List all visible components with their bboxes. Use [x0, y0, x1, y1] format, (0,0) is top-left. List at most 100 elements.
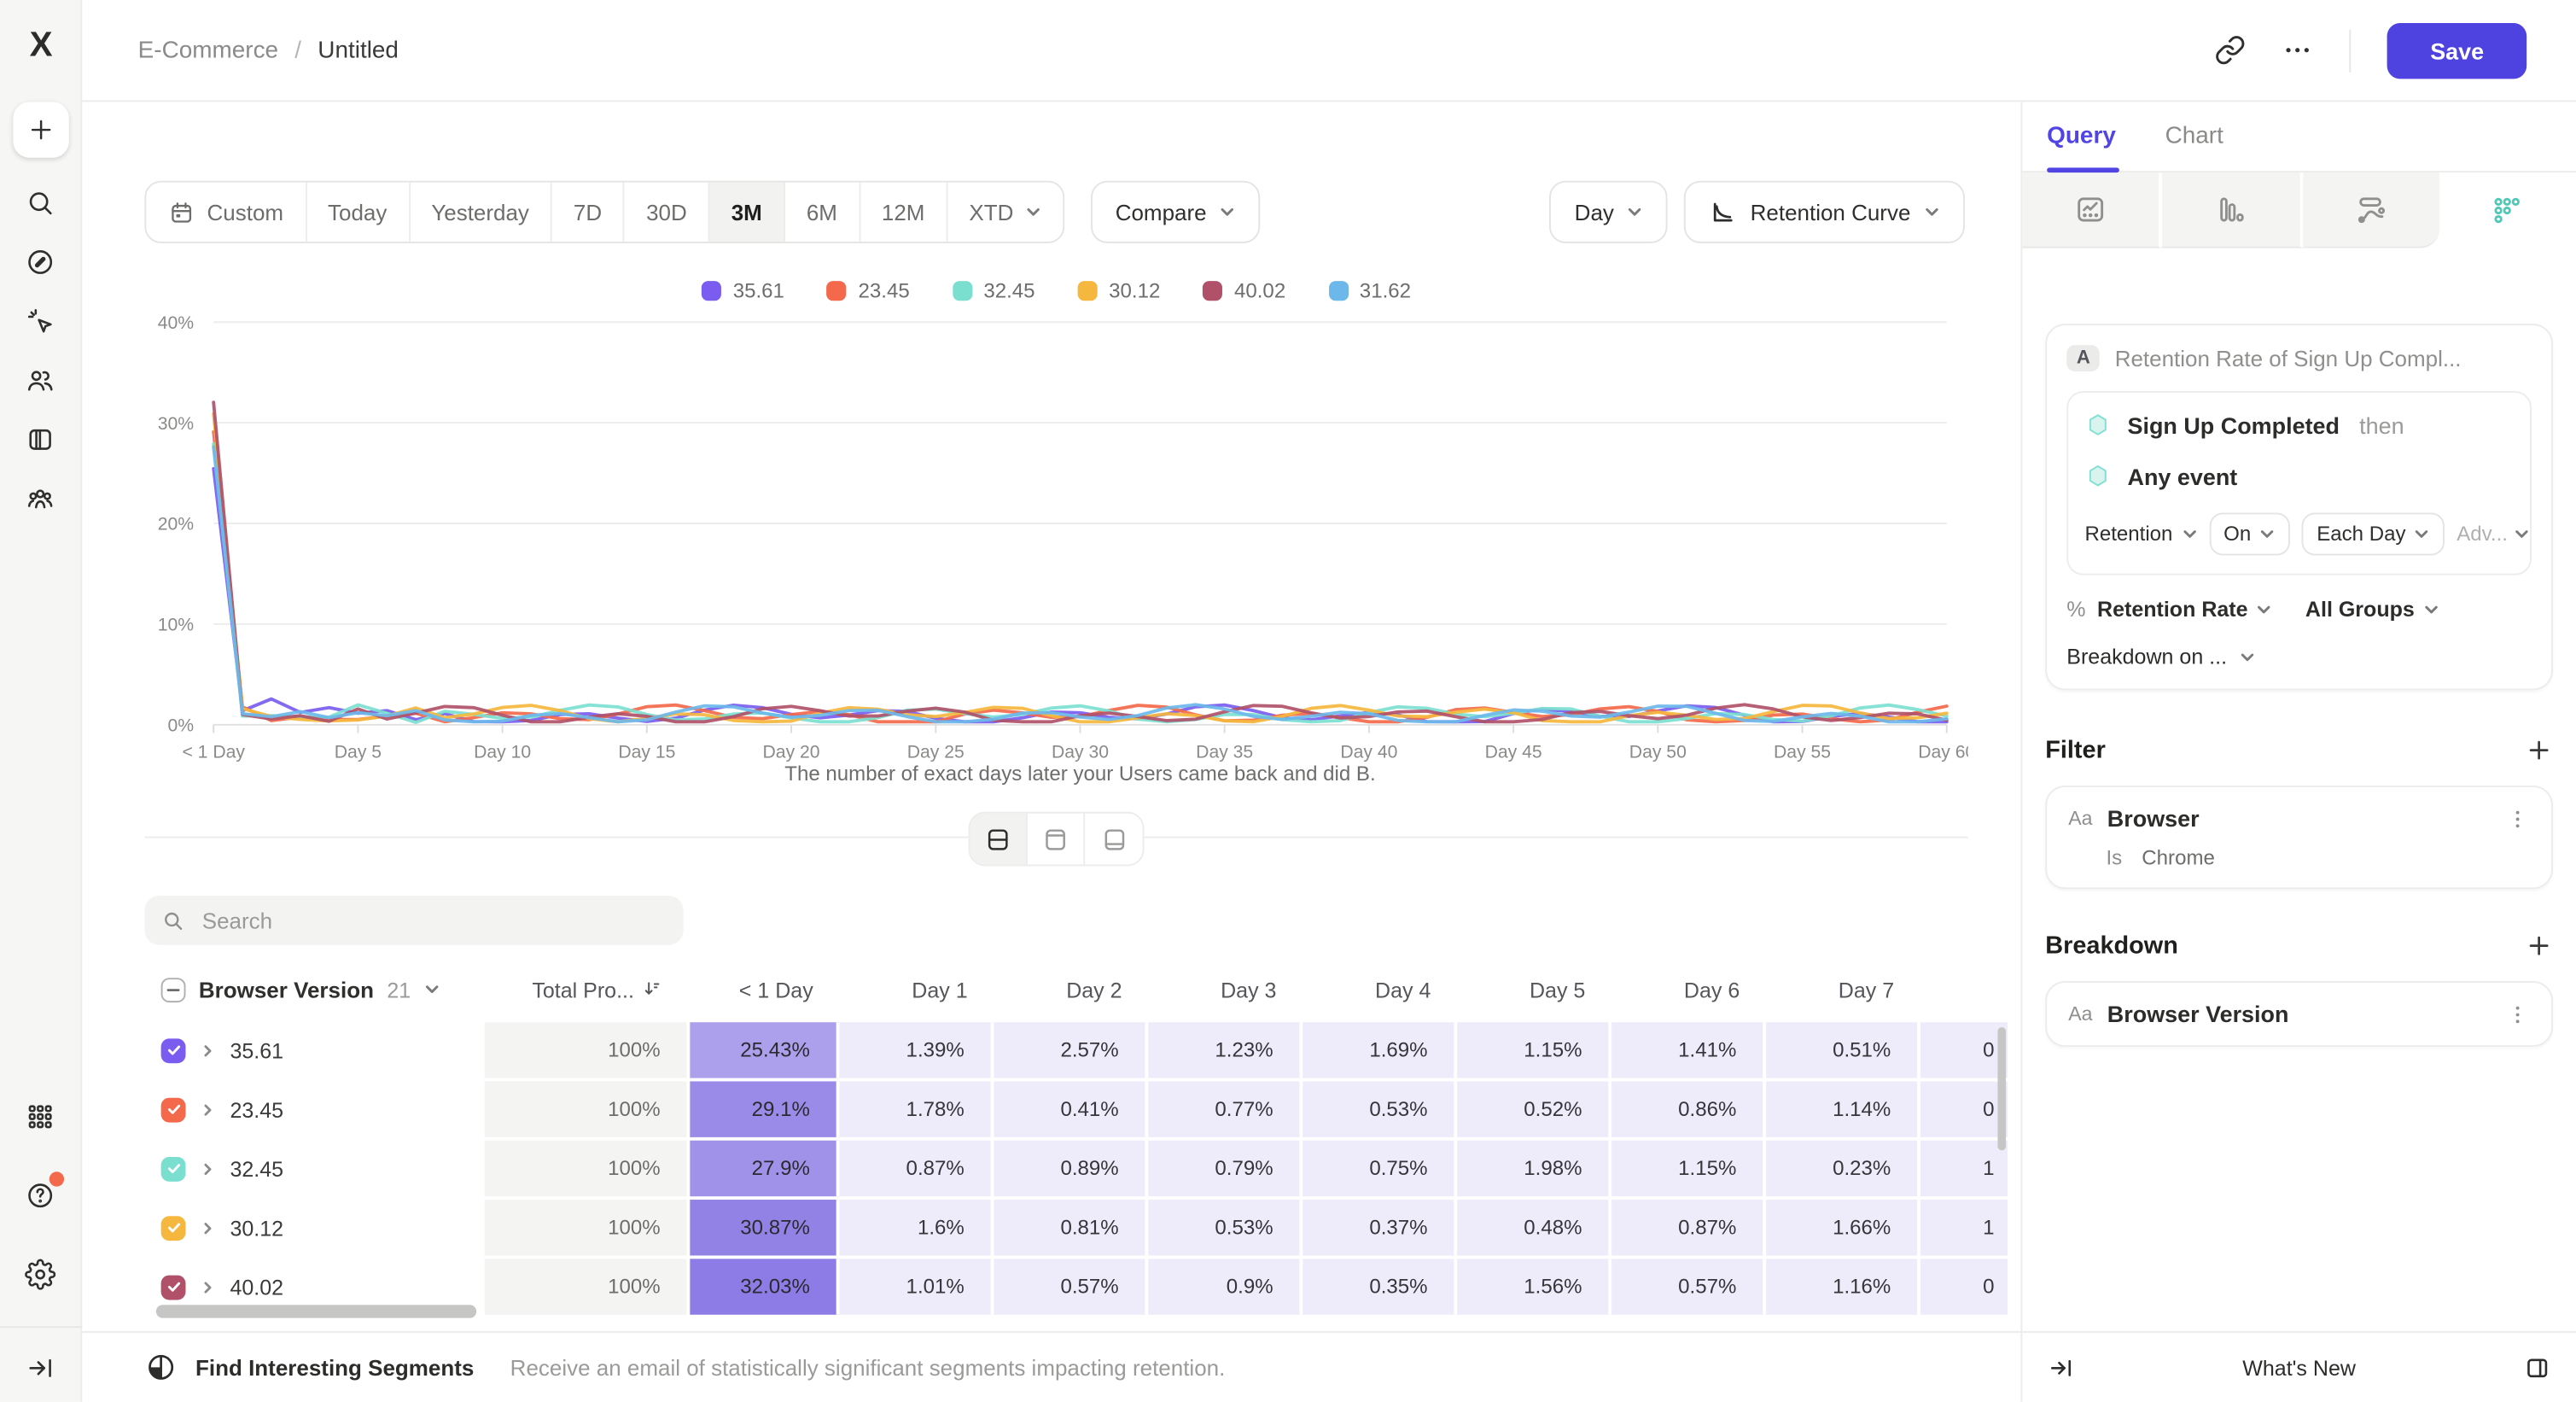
day-column-header[interactable]: Day 5: [1529, 977, 1586, 1002]
save-button[interactable]: Save: [2387, 21, 2527, 79]
day-column-header[interactable]: Day 3: [1221, 977, 1277, 1002]
sidebar-item-collapse[interactable]: [12, 1340, 67, 1395]
sidebar-item-create[interactable]: [12, 102, 68, 158]
granularity-button[interactable]: Day: [1549, 180, 1669, 243]
legend-item[interactable]: 31.62: [1328, 279, 1411, 302]
mixpanel-logo[interactable]: X: [29, 26, 53, 65]
vertical-scrollbar[interactable]: [1997, 1026, 2007, 1151]
add-filter-button[interactable]: [2525, 736, 2553, 764]
chevron-right-icon[interactable]: [201, 1102, 215, 1117]
breakdown-property[interactable]: Browser Version: [2107, 1001, 2289, 1027]
sidebar-item-boards[interactable]: [12, 411, 67, 466]
range-today[interactable]: Today: [306, 182, 411, 242]
table-row[interactable]: 30.12 100% 30.87% 1.6% 0.81% 0.53% 0.37% 0.48% 0…: [144, 1200, 2008, 1256]
retention-type-dropdown[interactable]: Retention: [2084, 523, 2197, 546]
breakdown-card[interactable]: Aa Browser Version: [2045, 981, 2553, 1048]
row-checkbox[interactable]: [160, 1156, 186, 1181]
more-options-icon[interactable]: [2282, 34, 2314, 66]
report-type-flows[interactable]: [2302, 172, 2439, 248]
day-column-header[interactable]: Day 4: [1375, 977, 1431, 1002]
interval-dropdown[interactable]: Each Day: [2301, 512, 2445, 556]
sidebar-item-events[interactable]: [12, 293, 67, 348]
table-row[interactable]: 40.02 100% 32.03% 1.01% 0.57% 0.9% 0.35% 1.56% 0…: [144, 1259, 2008, 1315]
sidebar-item-apps[interactable]: [12, 1088, 67, 1143]
chevron-right-icon[interactable]: [201, 1161, 215, 1176]
day-column-header[interactable]: Day 6: [1683, 977, 1740, 1002]
query-title[interactable]: Retention Rate of Sign Up Compl...: [2114, 346, 2462, 371]
tab-chart[interactable]: Chart: [2165, 123, 2223, 150]
day-column-header[interactable]: Day 1: [912, 977, 968, 1002]
breakdown-on-dropdown[interactable]: Breakdown on ...: [2066, 644, 2532, 669]
filter-operator[interactable]: Is: [2106, 846, 2123, 870]
legend-item[interactable]: 40.02: [1203, 279, 1285, 302]
table-row[interactable]: 23.45 100% 29.1% 1.78% 0.41% 0.77% 0.53% 0.52% 0…: [144, 1081, 2008, 1137]
sidebar-item-settings[interactable]: [12, 1246, 67, 1301]
select-all-checkbox[interactable]: [160, 977, 186, 1002]
range-7d[interactable]: 7D: [551, 182, 626, 242]
first-event-row[interactable]: Sign Up Completed then: [2084, 411, 2513, 439]
day-column-header[interactable]: < 1 Day: [738, 977, 813, 1002]
legend-item[interactable]: 30.12: [1077, 279, 1160, 302]
sidebar-item-cohorts[interactable]: [12, 470, 67, 525]
day-column-header[interactable]: Day 7: [1838, 977, 1895, 1002]
legend-item[interactable]: 35.61: [702, 279, 784, 302]
collapse-panel-icon[interactable]: [2047, 1353, 2075, 1382]
day-column-header[interactable]: Day 2: [1066, 977, 1122, 1002]
find-segments-button[interactable]: Find Interesting Segments: [195, 1354, 475, 1380]
view-toggle-split-view[interactable]: [970, 813, 1028, 865]
row-checkbox[interactable]: [160, 1096, 186, 1122]
sidebar-item-search[interactable]: [12, 174, 67, 230]
range-3m[interactable]: 3M: [709, 182, 785, 242]
range-custom[interactable]: Custom: [146, 182, 306, 242]
filter-value[interactable]: Chrome: [2142, 846, 2215, 870]
report-type-retention[interactable]: [2439, 172, 2576, 248]
filter-card[interactable]: Aa Browser Is Chrome: [2045, 786, 2553, 890]
total-column-header[interactable]: Total Pro...: [485, 977, 691, 1002]
filter-menu-icon[interactable]: [2505, 806, 2530, 831]
legend-item[interactable]: 32.45: [952, 279, 1035, 302]
row-checkbox[interactable]: [160, 1037, 186, 1063]
chevron-down-icon[interactable]: [424, 981, 440, 997]
breakdown-menu-icon[interactable]: [2505, 1002, 2530, 1026]
whats-new-link[interactable]: What's New: [2242, 1354, 2356, 1380]
sidebar-item-discover[interactable]: [12, 233, 67, 289]
filter-property[interactable]: Browser: [2107, 805, 2200, 832]
view-toggle-chart-only[interactable]: [1027, 813, 1086, 865]
compare-button[interactable]: Compare: [1090, 180, 1262, 243]
row-checkbox[interactable]: [160, 1215, 186, 1241]
range-6m[interactable]: 6M: [784, 182, 860, 242]
metric-dropdown[interactable]: Retention Rate: [2097, 597, 2272, 622]
horizontal-scrollbar[interactable]: [155, 1305, 477, 1318]
sidebar-item-users[interactable]: [12, 352, 67, 407]
group-column-label[interactable]: Browser Version: [198, 977, 374, 1002]
range-30d[interactable]: 30D: [625, 182, 710, 242]
table-row[interactable]: 32.45 100% 27.9% 0.87% 0.89% 0.79% 0.75% 1.98% 1…: [144, 1140, 2008, 1197]
split-panel-icon[interactable]: [2523, 1353, 2551, 1382]
row-checkbox[interactable]: [160, 1274, 186, 1300]
advanced-dropdown[interactable]: Adv...: [2457, 523, 2531, 546]
chart-type-button[interactable]: Retention Curve: [1684, 180, 1965, 243]
retention-chart[interactable]: 0% 10% 20% 30% 40% < 1 Day Day 5 Day 10 Day 15 Da…: [144, 309, 1976, 802]
chevron-right-icon[interactable]: [201, 1220, 215, 1235]
range-xtd[interactable]: XTD: [947, 182, 1064, 242]
legend-item[interactable]: 23.45: [826, 279, 910, 302]
sidebar-item-help[interactable]: [12, 1167, 67, 1223]
report-type-insights[interactable]: [2022, 172, 2163, 248]
table-row[interactable]: 35.61 100% 25.43% 1.39% 2.57% 1.23% 1.69% 1.15%…: [144, 1022, 2008, 1078]
chevron-right-icon[interactable]: [201, 1043, 215, 1057]
tab-query[interactable]: Query: [2047, 102, 2119, 173]
search-input[interactable]: [198, 906, 667, 935]
breadcrumb-report-title[interactable]: Untitled: [318, 37, 399, 64]
add-breakdown-button[interactable]: [2525, 932, 2553, 960]
table-search[interactable]: [144, 895, 684, 945]
copy-link-icon[interactable]: [2215, 34, 2247, 66]
range-yesterday[interactable]: Yesterday: [410, 182, 552, 242]
range-12m[interactable]: 12M: [860, 182, 948, 242]
return-event-row[interactable]: Any event: [2084, 462, 2513, 490]
on-dropdown[interactable]: On: [2208, 512, 2291, 556]
view-toggle-table-only[interactable]: [1085, 813, 1143, 865]
groups-dropdown[interactable]: All Groups: [2305, 597, 2439, 622]
chevron-right-icon[interactable]: [201, 1279, 215, 1294]
breadcrumb-project[interactable]: E-Commerce: [137, 37, 279, 64]
report-type-funnels[interactable]: [2162, 172, 2303, 248]
